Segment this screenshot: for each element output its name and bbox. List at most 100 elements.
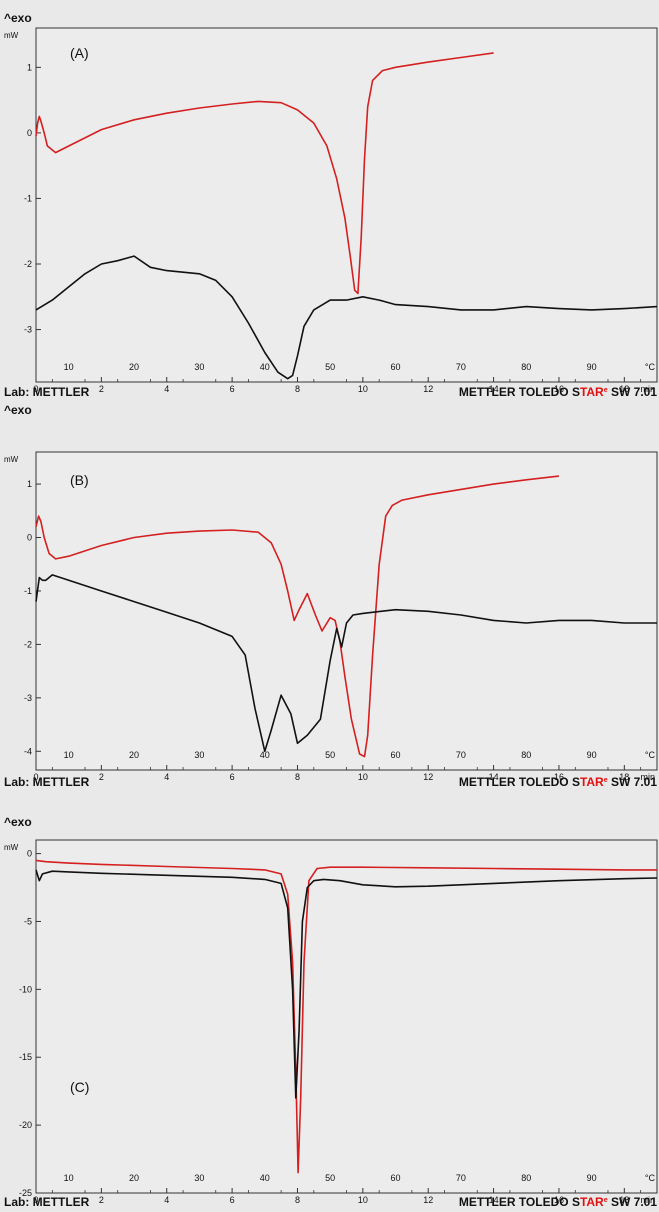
footer-software-prefix: METTLER TOLEDO S [459,1195,580,1209]
x-tick-label: 6 [230,1195,235,1205]
x-tick-label: 18 [619,772,629,782]
temperature-tick-label: 70 [456,362,466,372]
y-tick-label: -4 [24,746,32,756]
y-tick-label: 0 [27,128,32,138]
x-tick-label: 4 [164,384,169,394]
y-tick-label: -15 [19,1052,32,1062]
x-unit-label: min [640,772,655,782]
panel-label: (A) [70,45,89,61]
dsc-curve-red [35,52,494,295]
footer-software: METTLER TOLEDO STARe SW 7.01 [459,385,657,399]
temperature-tick-label: 50 [325,750,335,760]
footer-software-reg: e [604,1197,608,1204]
x-tick-label: 16 [554,772,564,782]
y-tick-label: -2 [24,639,32,649]
x-tick-label: 8 [295,384,300,394]
plot-frame [35,451,658,771]
temperature-tick-label: 70 [456,750,466,760]
x-unit-label: min [640,1195,655,1205]
x-tick-label: 12 [423,772,433,782]
x-tick-label: 12 [423,384,433,394]
x-tick-label: 14 [489,772,499,782]
y-tick-label: -25 [19,1188,32,1198]
y-tick-label: 0 [27,533,32,543]
exo-label: ^exo [4,11,32,25]
temperature-tick-label: 90 [587,362,597,372]
x-tick-label: 6 [230,772,235,782]
y-tick-label: -1 [24,193,32,203]
y-tick-label: -5 [24,916,32,926]
temperature-tick-label: 80 [521,750,531,760]
dsc-curve-black [35,255,658,380]
y-tick-label: 1 [27,479,32,489]
plot-frame [35,839,658,1194]
exo-label: ^exo [4,403,32,417]
temperature-tick-label: 70 [456,1173,466,1183]
x-tick-label: 4 [164,772,169,782]
x-tick-label: 16 [554,1195,564,1205]
x-tick-label: 2 [99,1195,104,1205]
temperature-tick-label: 20 [129,362,139,372]
footer-software-mark: TAR [580,385,604,399]
temperature-tick-label: 30 [194,750,204,760]
y-tick-label: -3 [24,325,32,335]
temperature-tick-label: 80 [521,1173,531,1183]
temperature-tick-label: 30 [194,362,204,372]
y-tick-label: -10 [19,984,32,994]
plot-frame [35,27,658,383]
footer-software-suffix: SW 7.01 [608,775,658,789]
x-tick-label: 0 [33,1195,38,1205]
x-tick-label: 10 [358,772,368,782]
x-tick-label: 10 [358,1195,368,1205]
y-unit-label: mW [4,843,19,852]
panel-label: (B) [70,472,89,488]
temperature-tick-label: 40 [260,362,270,372]
temperature-tick-label: 50 [325,362,335,372]
x-tick-label: 8 [295,772,300,782]
x-tick-label: 0 [33,772,38,782]
temperature-tick-label: 90 [587,750,597,760]
temperature-tick-label: 60 [391,362,401,372]
y-tick-label: -3 [24,693,32,703]
temperature-tick-label: 20 [129,750,139,760]
dsc-curve-red [35,475,559,758]
temperature-tick-label: 10 [64,1173,74,1183]
exo-label: ^exo [4,815,32,829]
x-tick-label: 18 [619,384,629,394]
x-tick-label: 2 [99,772,104,782]
footer-lab: Lab: METTLER [4,775,90,789]
temperature-unit-label: °C [645,750,656,760]
x-tick-label: 4 [164,1195,169,1205]
footer-software-mark: TAR [580,1195,604,1209]
temperature-tick-label: 40 [260,750,270,760]
y-tick-label: -20 [19,1120,32,1130]
temperature-tick-label: 20 [129,1173,139,1183]
x-tick-label: 10 [358,384,368,394]
panel-label: (C) [70,1079,89,1095]
x-tick-label: 14 [489,1195,499,1205]
footer-software-mark: TAR [580,775,604,789]
x-tick-label: 2 [99,384,104,394]
footer-software-prefix: METTLER TOLEDO S [459,775,580,789]
temperature-tick-label: 50 [325,1173,335,1183]
x-tick-label: 14 [489,384,499,394]
temperature-tick-label: 10 [64,750,74,760]
footer-software: METTLER TOLEDO STARe SW 7.01 [459,775,657,789]
x-tick-label: 12 [423,1195,433,1205]
y-tick-label: 1 [27,62,32,72]
dsc-curve-red [35,859,657,1174]
temperature-tick-label: 80 [521,362,531,372]
x-tick-label: 18 [619,1195,629,1205]
temperature-tick-label: 10 [64,362,74,372]
temperature-tick-label: 60 [391,750,401,760]
dsc-curve-black [35,574,657,753]
footer-software: METTLER TOLEDO STARe SW 7.01 [459,1195,657,1209]
x-tick-label: 6 [230,384,235,394]
footer-lab: Lab: METTLER [4,1195,90,1209]
x-tick-label: 0 [33,384,38,394]
x-tick-label: 8 [295,1195,300,1205]
footer-software-reg: e [604,777,608,784]
